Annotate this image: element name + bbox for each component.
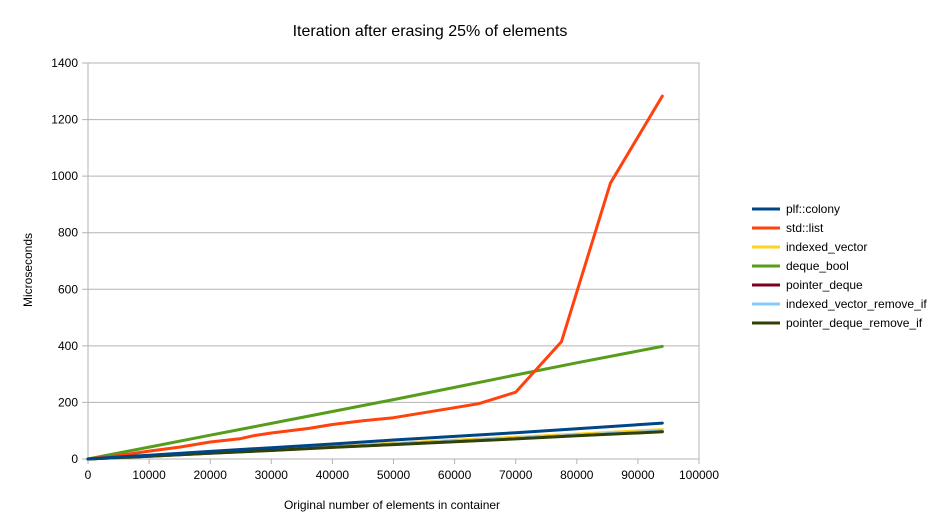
x-tick-label: 90000 — [621, 468, 655, 482]
axes: 0 200 400 600 800 1000 1200 1400 0 10000 20000 3000… — [51, 56, 719, 482]
x-tick-label: 10000 — [132, 468, 166, 482]
series-line-plf-colony — [86, 421, 664, 461]
chart-title: Iteration after erasing 25% of elements — [292, 23, 568, 40]
series-line-std-list — [86, 94, 664, 461]
x-tick-label: 70000 — [499, 468, 533, 482]
x-axis-title: Original number of elements in container — [284, 498, 500, 512]
legend-label: std::list — [786, 221, 824, 235]
y-tick-label: 0 — [71, 452, 78, 466]
y-tick-label: 1400 — [51, 56, 78, 70]
x-tick-label: 100000 — [679, 468, 719, 482]
legend: plf::colonystd::listindexed_vectordeque_… — [752, 202, 927, 330]
y-tick-label: 400 — [58, 339, 78, 353]
y-tick-label: 1200 — [51, 113, 78, 127]
x-tick-label: 30000 — [255, 468, 289, 482]
y-tick-label: 200 — [58, 395, 78, 409]
grid-layer — [82, 62, 700, 460]
y-tick-label: 1000 — [51, 169, 78, 183]
legend-label: pointer_deque_remove_if — [786, 316, 923, 330]
y-axis-title: Microseconds — [21, 233, 35, 307]
x-tick-label: 50000 — [377, 468, 411, 482]
y-tick-label: 600 — [58, 282, 78, 296]
legend-label: deque_bool — [786, 259, 849, 273]
series-line-deque-bool — [86, 344, 664, 461]
x-tick-label: 40000 — [316, 468, 350, 482]
x-tick-label: 80000 — [560, 468, 594, 482]
legend-label: pointer_deque — [786, 278, 863, 292]
x-tick-label: 20000 — [194, 468, 228, 482]
legend-label: indexed_vector_remove_if — [786, 297, 927, 311]
legend-label: plf::colony — [786, 202, 840, 216]
series-layer — [86, 94, 664, 461]
x-tick-label: 0 — [85, 468, 92, 482]
legend-label: indexed_vector — [786, 240, 867, 254]
y-tick-label: 800 — [58, 226, 78, 240]
x-tick-label: 60000 — [438, 468, 472, 482]
